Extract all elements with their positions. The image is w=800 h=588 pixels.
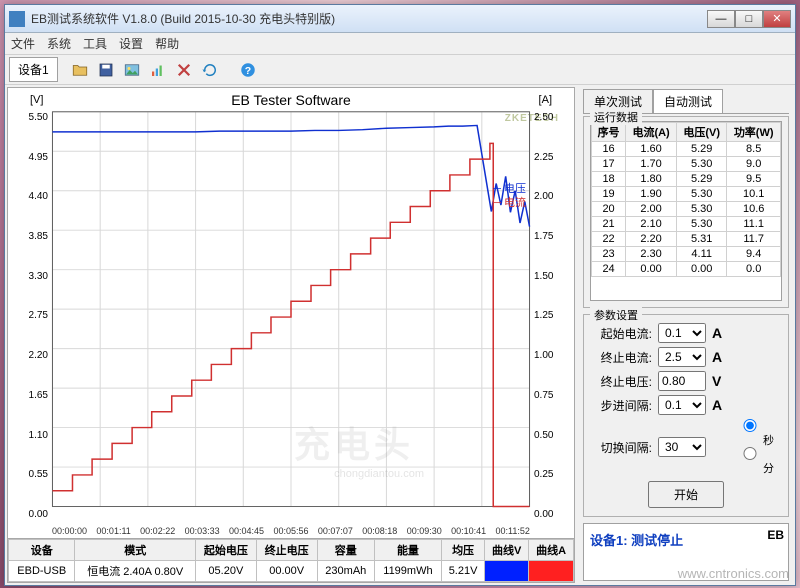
col-energy: 能量 [374, 540, 441, 561]
swatch-voltage[interactable] [485, 561, 529, 582]
input-end-i[interactable]: 2.5 [658, 347, 706, 367]
val-end-v: 00.00V [256, 561, 317, 582]
label-switch: 切换间隔: [590, 439, 652, 456]
label-start-i: 起始电流: [590, 325, 652, 342]
titlebar: EB测试系统软件 V1.8.0 (Build 2015-10-30 充电头特别版… [5, 5, 795, 33]
params-group: 参数设置 起始电流: 0.1 A 终止电流: 2.5 A 终止电压: V [583, 314, 789, 517]
table-row[interactable]: 161.605.298.5 [592, 142, 781, 157]
params-title: 参数设置 [590, 307, 642, 323]
menu-settings[interactable]: 设置 [119, 35, 143, 52]
brand-eb: EB [767, 528, 784, 542]
table-row[interactable]: 240.000.000.0 [592, 262, 781, 277]
val-avg-v: 5.21V [441, 561, 484, 582]
x-axis-ticks: 00:00:0000:01:1100:02:2200:03:3300:04:45… [52, 526, 530, 536]
table-row[interactable]: 181.805.299.5 [592, 172, 781, 187]
table-row[interactable]: 171.705.309.0 [592, 157, 781, 172]
site-watermark: www.cntronics.com [678, 566, 789, 581]
unit-a1: A [712, 325, 726, 341]
col-avg-v: 均压 [441, 540, 484, 561]
y-axis-left-label: [V] [30, 94, 43, 106]
run-data-table-wrap[interactable]: 序号 电流(A) 电压(V) 功率(W) 161.605.298.5171.70… [590, 121, 782, 301]
chart-area: EB Tester Software [V] [A] ZKETECH 5.504… [7, 87, 575, 539]
val-capacity: 230mAh [317, 561, 374, 582]
col-capacity: 容量 [317, 540, 374, 561]
save-icon[interactable] [94, 58, 118, 82]
menu-file[interactable]: 文件 [11, 35, 35, 52]
y-axis-right-label: [A] [539, 94, 552, 106]
unit-v: V [712, 373, 726, 389]
rd-col-w: 功率(W) [727, 123, 781, 142]
tab-auto-test[interactable]: 自动测试 [653, 89, 723, 113]
table-row[interactable]: 191.905.3010.1 [592, 187, 781, 202]
radio-min[interactable]: 分 [712, 447, 774, 475]
input-end-v[interactable] [658, 371, 706, 391]
start-button[interactable]: 开始 [648, 481, 724, 508]
maximize-button[interactable]: □ [735, 10, 763, 28]
toolbar: 设备1 ? [5, 55, 795, 85]
run-data-group: 运行数据 序号 电流(A) 电压(V) 功率(W) 161.605.298.51… [583, 116, 789, 308]
unit-a2: A [712, 349, 726, 365]
swatch-current[interactable] [529, 561, 574, 582]
menubar: 文件 系统 工具 设置 帮助 [5, 33, 795, 55]
col-curve-v: 曲线V [485, 540, 529, 561]
chart-icon[interactable] [146, 58, 170, 82]
menu-help[interactable]: 帮助 [155, 35, 179, 52]
app-icon [9, 11, 25, 27]
watermark-url: chongdiantou.com [334, 468, 424, 480]
menu-system[interactable]: 系统 [47, 35, 71, 52]
unit-a3: A [712, 397, 726, 413]
svg-text:?: ? [244, 64, 250, 76]
app-window: EB测试系统软件 V1.8.0 (Build 2015-10-30 充电头特别版… [4, 4, 796, 586]
col-mode: 模式 [75, 540, 196, 561]
clear-icon[interactable] [172, 58, 196, 82]
radio-sec[interactable]: 秒 [712, 419, 774, 447]
col-start-v: 起始电压 [195, 540, 256, 561]
refresh-icon[interactable] [198, 58, 222, 82]
menu-tools[interactable]: 工具 [83, 35, 107, 52]
input-step[interactable]: 0.1 [658, 395, 706, 415]
val-mode: 恒电流 2.40A 0.80V [75, 561, 196, 582]
status-text: 设备1: 测试停止 [590, 530, 782, 549]
minimize-button[interactable]: — [707, 10, 735, 28]
table-row[interactable]: 202.005.3010.6 [592, 202, 781, 217]
label-end-v: 终止电压: [590, 373, 652, 390]
label-step: 步进间隔: [590, 397, 652, 414]
table-row[interactable]: 222.205.3111.7 [592, 232, 781, 247]
col-device: 设备 [9, 540, 75, 561]
col-end-v: 终止电压 [256, 540, 317, 561]
open-icon[interactable] [68, 58, 92, 82]
chart-svg [8, 106, 574, 520]
chart-legend: ─ 电压 ─ 电流 [493, 182, 526, 210]
rd-col-a: 电流(A) [626, 123, 677, 142]
window-title: EB测试系统软件 V1.8.0 (Build 2015-10-30 充电头特别版… [31, 10, 707, 27]
table-row[interactable]: 212.105.3011.1 [592, 217, 781, 232]
help-icon[interactable]: ? [236, 58, 260, 82]
val-device: EBD-USB [9, 561, 75, 582]
val-energy: 1199mWh [374, 561, 441, 582]
rd-col-idx: 序号 [592, 123, 626, 142]
input-start-i[interactable]: 0.1 [658, 323, 706, 343]
image-icon[interactable] [120, 58, 144, 82]
rd-col-v: 电压(V) [677, 123, 727, 142]
watermark-big: 充电头 [294, 416, 414, 468]
col-curve-a: 曲线A [529, 540, 574, 561]
val-start-v: 05.20V [195, 561, 256, 582]
device-tab[interactable]: 设备1 [9, 57, 58, 82]
summary-table: 设备 模式 起始电压 终止电压 容量 能量 均压 曲线V 曲线A EBD-USB… [7, 539, 575, 583]
close-button[interactable]: ✕ [763, 10, 791, 28]
table-row[interactable]: 232.304.119.4 [592, 247, 781, 262]
label-end-i: 终止电流: [590, 349, 652, 366]
input-switch[interactable]: 30 [658, 437, 706, 457]
